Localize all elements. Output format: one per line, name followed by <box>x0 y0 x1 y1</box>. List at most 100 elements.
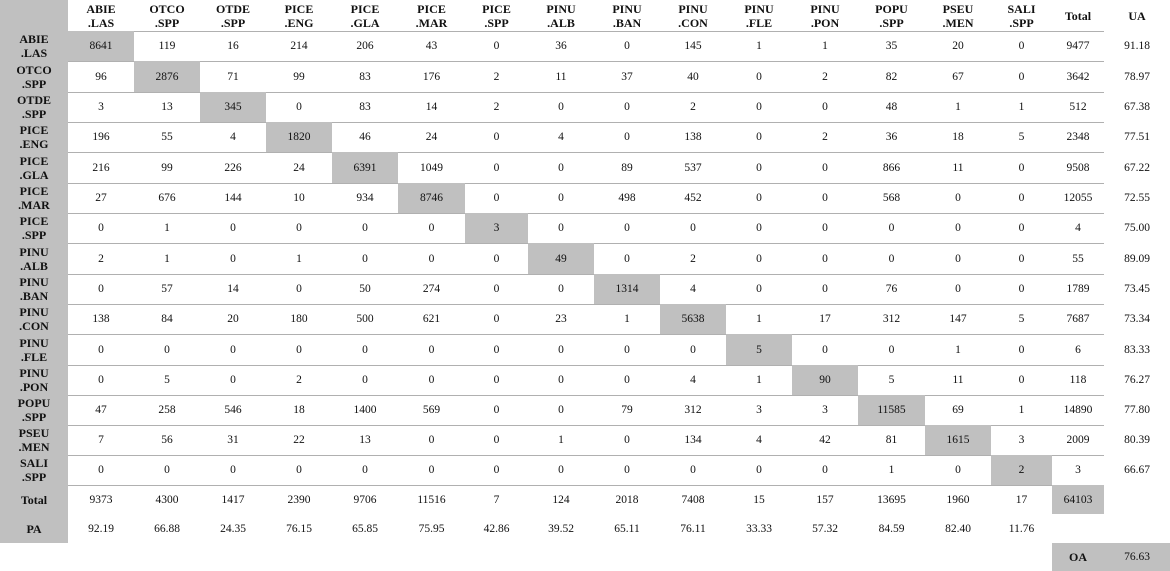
table-cell: 10 <box>293 192 305 204</box>
table-cell: 46 <box>359 131 371 143</box>
table-cell: 76.27 <box>1124 374 1150 386</box>
table-cell: 14 <box>425 101 438 113</box>
table-cell: 0 <box>98 283 104 295</box>
table-cell: 0 <box>955 192 961 204</box>
table-cell: 0 <box>822 192 828 204</box>
table-cell: 72.55 <box>1124 192 1150 204</box>
table-cell: 5 <box>1018 131 1025 143</box>
table-cell: 18 <box>293 404 305 416</box>
table-cell: 11516 <box>417 493 446 506</box>
table-cell: 0 <box>756 70 762 83</box>
oa-value: 76.63 <box>1104 543 1170 571</box>
row-divider <box>0 455 1104 456</box>
table-cell: 1 <box>558 434 564 446</box>
row-header: PICE .MAR <box>0 183 68 213</box>
table-cell: 0 <box>624 434 630 446</box>
table-cell: 0 <box>98 374 104 386</box>
table-cell: 0 <box>362 222 368 234</box>
row-divider <box>0 213 1104 214</box>
table-cell: 4300 <box>155 493 179 506</box>
table-cell: 0 <box>756 101 762 113</box>
row-header: PINU .CON <box>0 304 68 334</box>
table-cell: 0 <box>690 222 696 234</box>
table-cell: 0 <box>756 192 762 204</box>
table-cell: 196 <box>92 131 110 143</box>
row-divider <box>0 395 1104 396</box>
table-cell: 569 <box>422 404 441 416</box>
table-cell: 0 <box>756 252 762 265</box>
table-cell: 0 <box>1018 374 1025 386</box>
column-header: ABIE .LAS <box>86 1 116 30</box>
table-cell: 0 <box>1018 161 1025 174</box>
table-cell: 0 <box>888 252 895 265</box>
table-cell: 33.33 <box>746 522 772 535</box>
table-cell: 11.76 <box>1008 522 1035 535</box>
table-cell <box>1104 514 1170 543</box>
table-cell: 3 <box>822 404 828 416</box>
table-cell: 96 <box>95 70 107 83</box>
table-cell: 1 <box>1018 101 1025 113</box>
table-cell: 1 <box>296 252 302 265</box>
table-cell: 43 <box>425 40 438 52</box>
table-cell: 14 <box>227 283 239 295</box>
table-cell: 0 <box>624 131 630 143</box>
table-cell: 40 <box>687 70 699 83</box>
corner-cell <box>0 0 68 31</box>
row-divider <box>0 425 1104 426</box>
table-cell: 13695 <box>877 493 906 506</box>
table-cell: 1 <box>955 101 961 113</box>
table-cell: 1 <box>756 374 762 386</box>
table-cell: 0 <box>493 374 500 386</box>
table-cell: 0 <box>493 404 500 416</box>
table-cell: 216 <box>92 161 110 174</box>
table-cell: 11 <box>555 70 567 83</box>
row-header: POPU .SPP <box>0 395 68 425</box>
table-cell: 9477 <box>1066 40 1090 52</box>
table-cell: 312 <box>684 404 702 416</box>
table-cell: 22 <box>293 434 305 446</box>
table-cell: 79 <box>621 404 633 416</box>
oa-label: OA <box>1052 543 1104 571</box>
table-cell: 0 <box>493 192 500 204</box>
table-cell: 78.97 <box>1124 70 1150 83</box>
table-cell: 118 <box>1069 374 1087 386</box>
row-header: PA <box>0 514 68 543</box>
table-cell: 13 <box>359 434 371 446</box>
table-cell: 6391 <box>332 152 398 183</box>
table-cell: 2 <box>296 374 302 386</box>
column-header: UA <box>1128 8 1146 23</box>
table-cell: 0 <box>624 222 630 234</box>
row-header: ABIE .LAS <box>0 31 68 61</box>
row-divider <box>0 122 1104 123</box>
table-cell: 0 <box>493 464 500 476</box>
table-cell: 0 <box>624 343 630 356</box>
table-cell: 5638 <box>660 304 726 334</box>
table-cell: 0 <box>296 343 302 356</box>
row-divider <box>0 334 1104 335</box>
table-cell: 0 <box>955 222 961 234</box>
table-cell: 7 <box>98 434 104 446</box>
table-cell: 0 <box>822 283 828 295</box>
table-cell: 0 <box>362 374 368 386</box>
table-cell: 0 <box>624 101 630 113</box>
table-cell: 0 <box>362 464 368 476</box>
table-cell: 2018 <box>615 493 639 506</box>
row-divider <box>0 31 1104 32</box>
table-cell: 3 <box>1075 464 1081 476</box>
table-cell: 36 <box>555 40 567 52</box>
column-header: OTCO .SPP <box>149 1 185 30</box>
table-cell: 73.34 <box>1124 313 1150 325</box>
table-cell: 5 <box>164 374 170 386</box>
table-cell: 0 <box>822 464 828 476</box>
table-cell: 0 <box>558 161 564 174</box>
table-cell: 214 <box>290 40 308 52</box>
table-cell: 7 <box>493 493 500 506</box>
table-cell: 0 <box>690 343 696 356</box>
table-cell: 99 <box>293 70 305 83</box>
table-cell: 75.00 <box>1124 222 1150 234</box>
table-cell: 8746 <box>398 183 465 213</box>
table-cell: 35 <box>885 40 898 52</box>
table-cell: 0 <box>1018 192 1025 204</box>
row-header: SALI .SPP <box>0 455 68 485</box>
table-cell: 76.11 <box>680 522 706 535</box>
